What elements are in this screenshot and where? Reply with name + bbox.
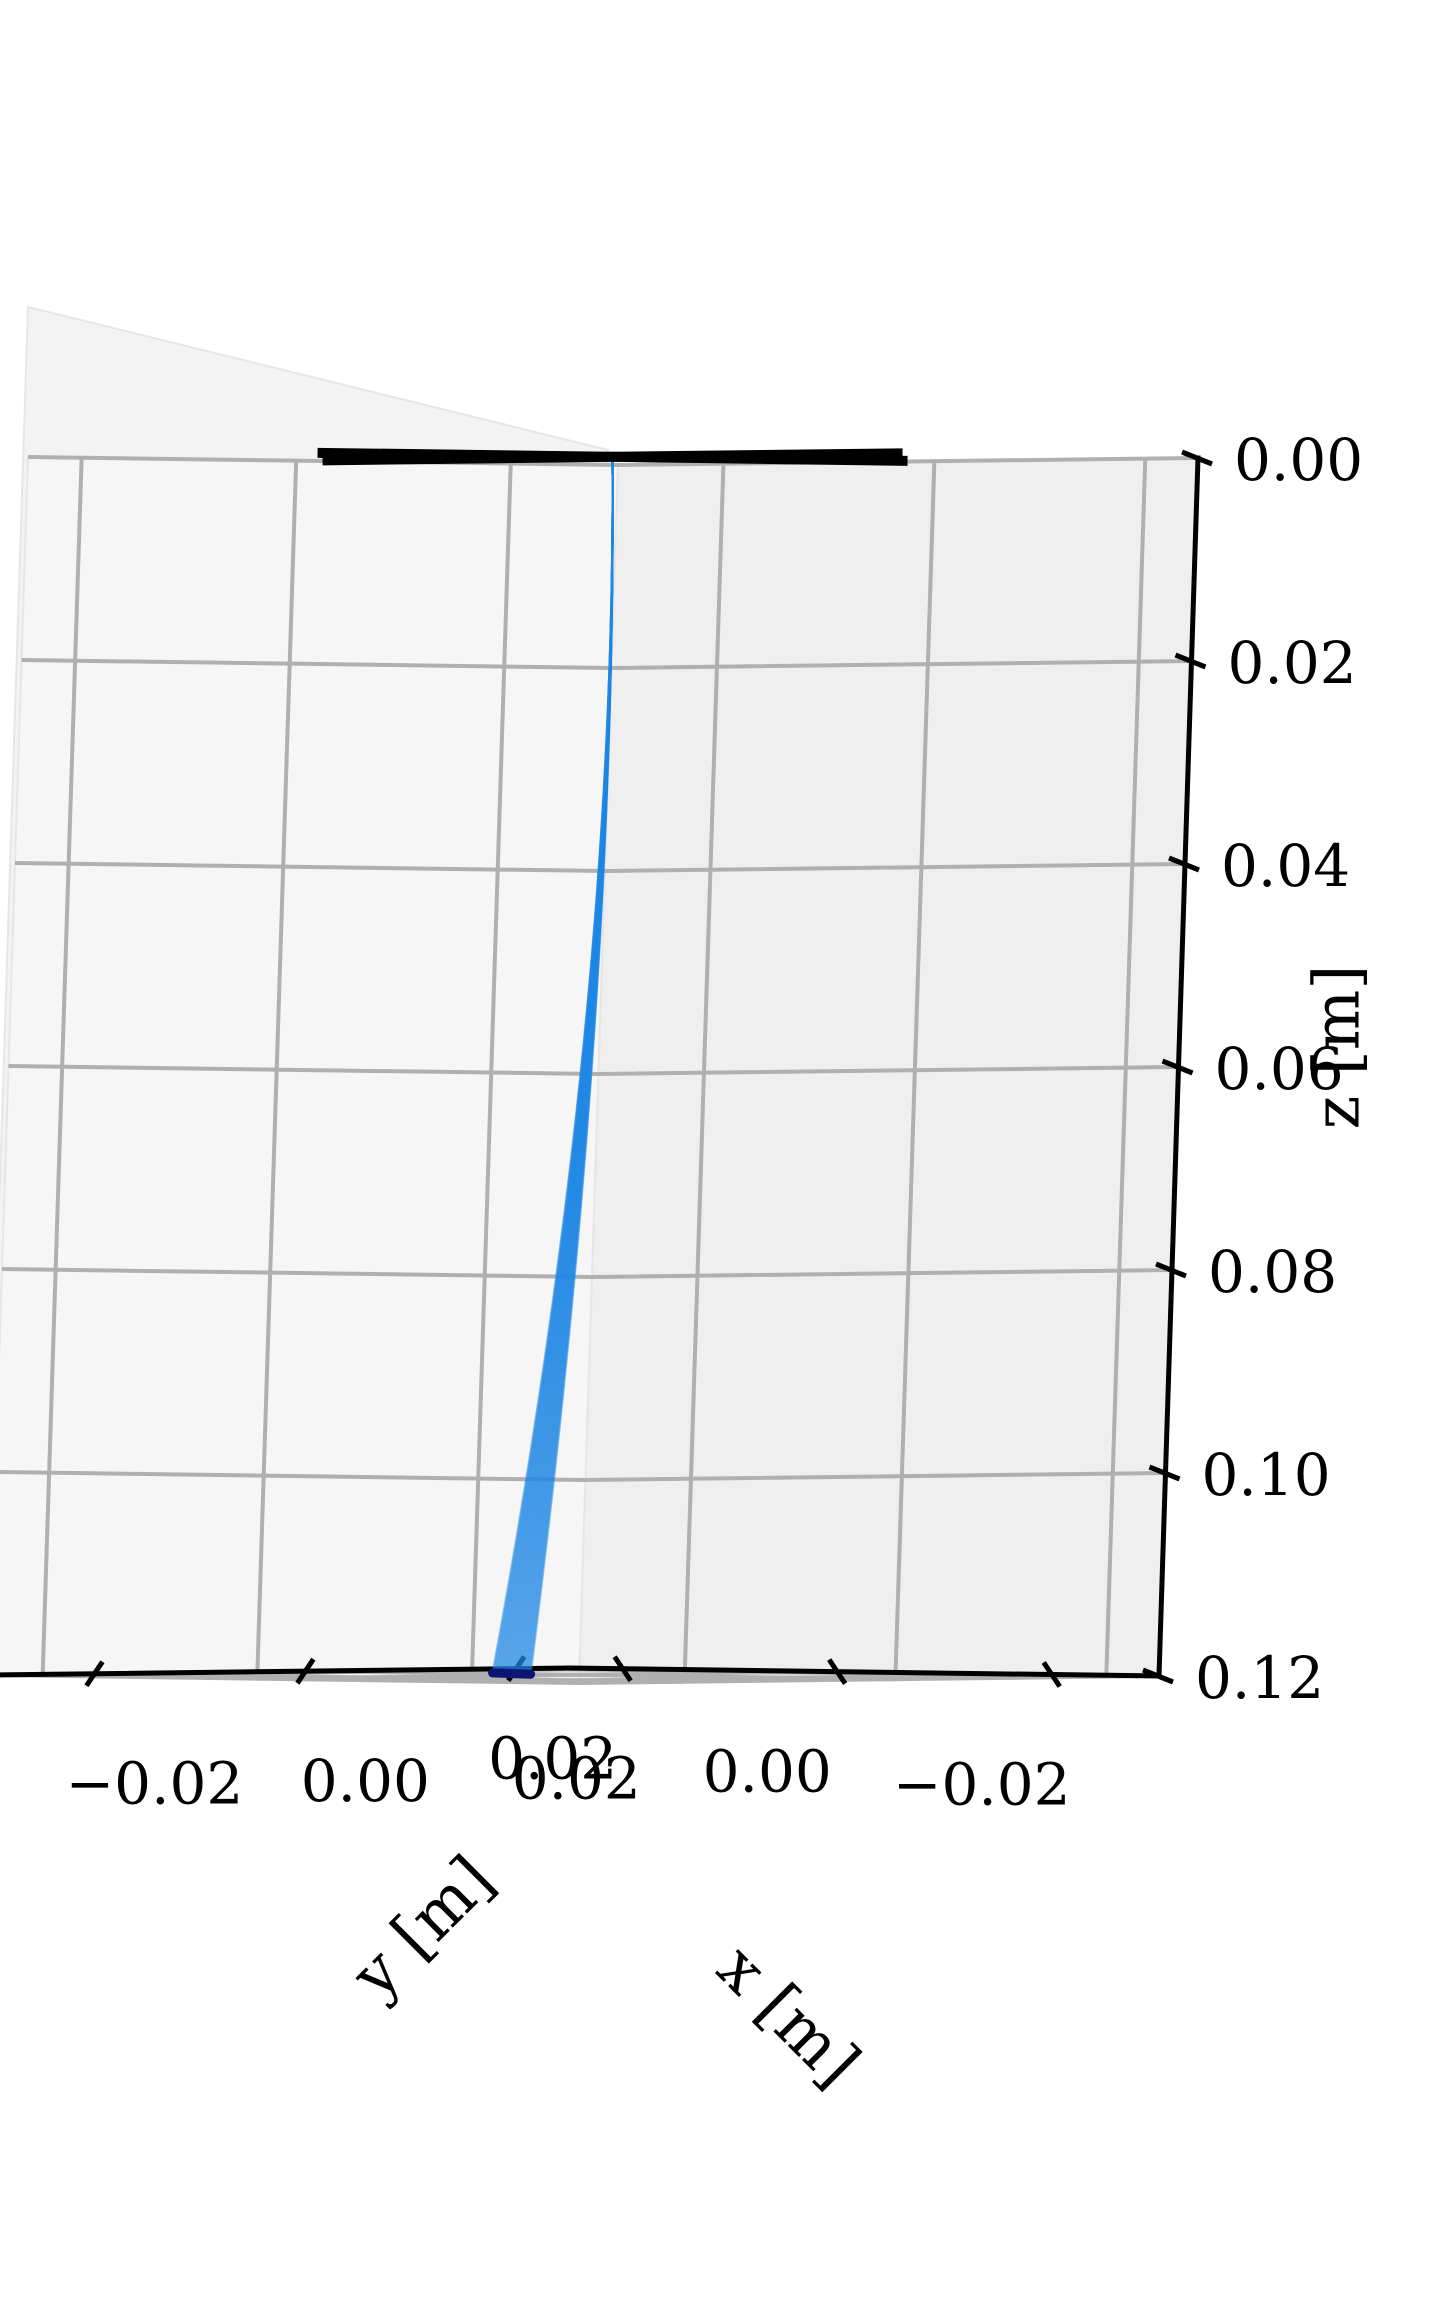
rod-strand-33 bbox=[497, 456, 614, 1674]
z-tick-4 bbox=[1155, 1261, 1187, 1279]
gridline-x-vert-1 bbox=[255, 460, 299, 1679]
gridline-y-floor-1 bbox=[305, 1669, 896, 1682]
rod-strand-12 bbox=[517, 456, 614, 1674]
x-tick-label-0: −0.02 bbox=[893, 1751, 1071, 1819]
rod-strand-19 bbox=[511, 456, 614, 1674]
rod-strand-11 bbox=[518, 456, 614, 1675]
rod-strand-5 bbox=[524, 456, 614, 1675]
y-tick-label-1: 0.00 bbox=[301, 1747, 430, 1815]
rod-strand-38 bbox=[492, 456, 614, 1674]
z-tick-5 bbox=[1148, 1464, 1181, 1482]
gridline-y-vert-1 bbox=[893, 461, 937, 1680]
tip-trace-line bbox=[488, 1668, 536, 1679]
gridline-z-4 bbox=[1, 1267, 1173, 1280]
z-tick-label-2: 0.04 bbox=[1221, 832, 1350, 900]
rod-strand-13 bbox=[516, 456, 614, 1674]
rod-strand-9 bbox=[520, 456, 614, 1675]
gridline-z-6 bbox=[0, 1673, 1160, 1686]
gridline-z-3 bbox=[8, 1064, 1179, 1077]
gridlines bbox=[0, 455, 1199, 1686]
z-tick-2 bbox=[1168, 855, 1200, 873]
gridline-z-2 bbox=[14, 861, 1186, 874]
z-tick-label-4: 0.08 bbox=[1208, 1238, 1337, 1306]
rod-strand-32 bbox=[498, 456, 614, 1674]
z-axis-label: z [m] bbox=[1301, 965, 1375, 1130]
gridline-y-floor-0 bbox=[94, 1671, 685, 1684]
rod-strand-25 bbox=[505, 456, 614, 1674]
rod-strand-0 bbox=[529, 456, 614, 1675]
rod-strand-20 bbox=[510, 456, 614, 1674]
gridline-z-0 bbox=[27, 455, 1199, 468]
x-tick-2 bbox=[612, 1655, 633, 1683]
x-axis-label: x [m] bbox=[703, 1931, 873, 2101]
y-tick-0 bbox=[84, 1660, 105, 1688]
rod-strand-35 bbox=[495, 456, 614, 1674]
rod-strand-29 bbox=[501, 456, 614, 1674]
support-cross bbox=[317, 447, 908, 466]
rod-strand-34 bbox=[496, 456, 614, 1674]
rod-strand-30 bbox=[500, 456, 614, 1674]
tip-trace bbox=[488, 1668, 536, 1679]
rod-strand-36 bbox=[494, 456, 614, 1674]
z-tick-label-1: 0.02 bbox=[1228, 629, 1357, 697]
rod-strand-16 bbox=[513, 456, 614, 1674]
rod-strand-37 bbox=[493, 456, 614, 1674]
rod-strand-1 bbox=[528, 456, 614, 1675]
z-tick-3 bbox=[1161, 1058, 1194, 1076]
rod-strand-23 bbox=[507, 456, 614, 1674]
z-tick-6 bbox=[1142, 1667, 1174, 1685]
gridline-x-vert-0 bbox=[469, 463, 513, 1682]
rod-strand-26 bbox=[504, 456, 614, 1674]
support-cross-bar-1 bbox=[322, 448, 903, 466]
y-axis-line bbox=[0, 1665, 572, 1678]
gridline-x-vert-2 bbox=[40, 457, 84, 1676]
gridline-z-5 bbox=[0, 1470, 1166, 1483]
y-tick-1 bbox=[295, 1657, 316, 1685]
rod-strand-10 bbox=[519, 456, 614, 1675]
z-tick-label-3: 0.06 bbox=[1215, 1035, 1344, 1103]
x-tick-1 bbox=[827, 1658, 848, 1686]
rod-strand-27 bbox=[503, 456, 614, 1674]
rod-strand-22 bbox=[508, 456, 614, 1674]
rod-strand-39 bbox=[491, 456, 614, 1674]
z-tick-label-0: 0.00 bbox=[1234, 426, 1363, 494]
z-tick-label-6: 0.12 bbox=[1195, 1644, 1324, 1712]
gridline-y-vert-0 bbox=[682, 463, 726, 1682]
y-tick-label-2: 0.02 bbox=[512, 1745, 641, 1813]
x-tick-label-2: 0.02 bbox=[488, 1725, 617, 1793]
rod-strand-18 bbox=[512, 456, 614, 1674]
rod-strand-2 bbox=[527, 456, 614, 1675]
y-axis-label: y [m] bbox=[337, 1842, 508, 2013]
gridline-y-vert-2 bbox=[1104, 458, 1148, 1677]
x-tick-0 bbox=[1041, 1661, 1062, 1688]
rod-strand-28 bbox=[502, 456, 614, 1674]
rod-strand-7 bbox=[522, 456, 614, 1675]
rod-strand-6 bbox=[523, 456, 614, 1675]
rod-strand-4 bbox=[525, 456, 614, 1675]
z-tick-label-5: 0.10 bbox=[1202, 1441, 1331, 1509]
rod-strand-8 bbox=[521, 456, 614, 1675]
gridline-z-1 bbox=[21, 658, 1192, 671]
rod-strand-15 bbox=[514, 456, 614, 1674]
x-tick-label-1: 0.00 bbox=[703, 1738, 832, 1806]
rod-strand-3 bbox=[526, 456, 614, 1675]
rod-bundle bbox=[491, 456, 614, 1675]
rod-strand-21 bbox=[509, 456, 614, 1674]
rod-strand-24 bbox=[506, 456, 614, 1674]
x-axis-line bbox=[566, 1665, 1162, 1679]
rod-strand-17 bbox=[512, 456, 614, 1674]
y-tick-label-0: −0.02 bbox=[66, 1750, 244, 1818]
rod-strand-14 bbox=[515, 456, 614, 1674]
z-tick-1 bbox=[1174, 652, 1207, 670]
tick-labels: 0.00 0.02 0.04 0.06 0.08 0.10 0.12 −0.02 0.00 0.0… bbox=[66, 426, 1364, 1819]
axes bbox=[0, 449, 1213, 1688]
rod-strand-31 bbox=[499, 456, 614, 1674]
z-tick-0 bbox=[1181, 449, 1213, 467]
